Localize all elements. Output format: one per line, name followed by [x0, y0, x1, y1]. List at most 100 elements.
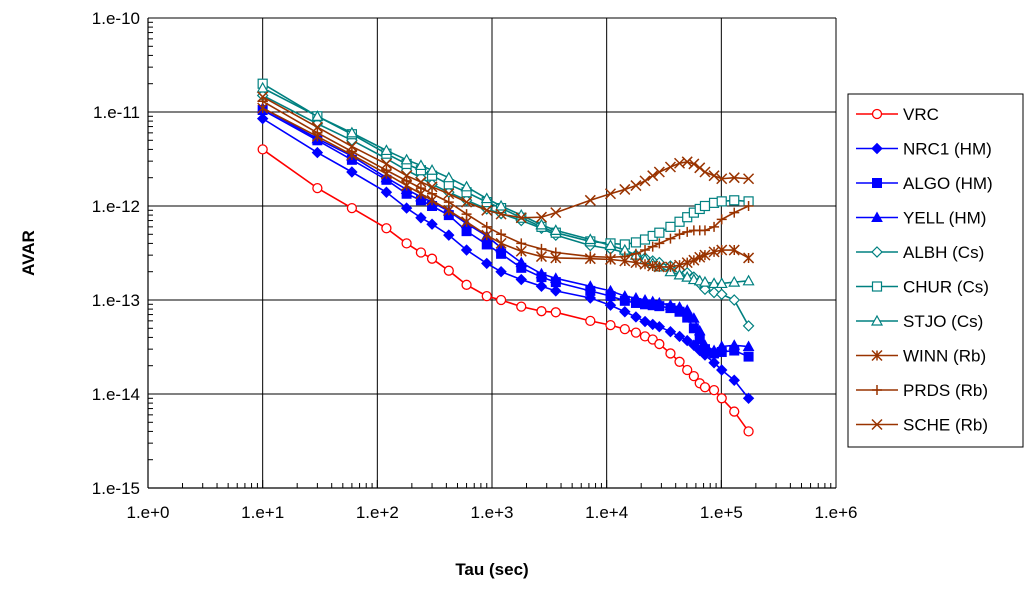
data-point — [715, 288, 728, 301]
data-point — [630, 291, 642, 303]
data-point — [481, 204, 493, 216]
data-point — [630, 257, 642, 269]
series-sche-rb — [257, 91, 755, 224]
data-point — [728, 275, 741, 287]
data-point — [646, 295, 659, 307]
data-point — [743, 201, 754, 211]
legend-item: PRDS (Rb) — [856, 381, 988, 400]
data-point — [415, 176, 427, 188]
data-point — [516, 301, 527, 312]
y-tick-label: 1.e-14 — [92, 385, 140, 404]
data-point — [715, 340, 728, 352]
data-point — [535, 218, 548, 230]
data-point — [709, 221, 720, 232]
x-tick-label: 1.e+4 — [585, 503, 628, 522]
series-vrc — [257, 144, 754, 437]
data-point — [698, 275, 711, 287]
data-point — [743, 252, 755, 264]
data-point — [257, 144, 268, 155]
data-point — [639, 293, 651, 305]
data-point — [681, 156, 693, 168]
data-point — [346, 202, 358, 214]
data-point — [673, 301, 686, 312]
data-point — [699, 225, 710, 236]
data-point — [584, 194, 596, 206]
legend-label: WINN (Rb) — [903, 347, 986, 366]
x-axis-title: Tau (sec) — [455, 560, 528, 579]
data-point — [742, 340, 755, 352]
data-point — [728, 339, 741, 350]
data-point — [664, 261, 676, 273]
data-point — [630, 237, 642, 248]
data-point — [654, 238, 665, 249]
data-point — [584, 280, 597, 291]
legend-item: VRC — [856, 105, 939, 124]
x-tick-label: 1.e+2 — [356, 503, 399, 522]
legend-marker — [871, 211, 883, 222]
series-group — [256, 78, 755, 437]
data-point — [682, 364, 693, 376]
data-point — [550, 207, 562, 219]
legend-label: SCHE (Rb) — [903, 416, 988, 435]
data-point — [729, 195, 740, 206]
data-point — [681, 270, 694, 282]
data-point — [515, 256, 528, 268]
data-point — [460, 180, 473, 192]
data-point — [665, 233, 676, 244]
data-point — [380, 186, 393, 198]
data-point — [415, 247, 427, 258]
data-point — [443, 188, 455, 200]
data-point — [681, 304, 694, 315]
data-point — [585, 251, 596, 262]
legend-label: CHUR (Cs) — [903, 278, 989, 297]
y-tick-label: 1.e-11 — [93, 103, 140, 122]
data-point — [674, 356, 685, 367]
legend-label: ALBH (Cs) — [903, 243, 984, 262]
data-point — [715, 277, 728, 289]
data-point — [550, 285, 562, 297]
data-point — [604, 284, 617, 296]
legend-item: SCHE (Rb) — [856, 416, 988, 435]
data-point — [381, 223, 392, 234]
data-point — [400, 202, 413, 214]
x-tick-label: 1.e+5 — [700, 503, 743, 522]
data-point — [346, 140, 358, 152]
data-point — [461, 196, 473, 208]
data-point — [640, 245, 651, 256]
data-point — [515, 273, 527, 286]
legend-item: STJO (Cs) — [856, 312, 983, 331]
data-point — [442, 171, 455, 183]
x-tick-label: 1.e+0 — [126, 503, 169, 522]
data-point — [535, 280, 548, 292]
data-point — [257, 91, 269, 103]
data-point — [716, 214, 727, 225]
data-point — [415, 212, 427, 224]
legend: VRC NRC1 (HM) ALGO (HM) YELL (HM) ALBH (Cs) C… — [847, 93, 1024, 448]
data-point — [443, 265, 454, 276]
data-point — [495, 208, 507, 220]
data-point — [728, 244, 740, 256]
y-tick-label: 1.e-12 — [92, 197, 140, 216]
data-point — [630, 248, 641, 259]
data-point — [699, 166, 711, 178]
data-point — [619, 306, 631, 318]
data-point — [742, 392, 755, 405]
data-point — [415, 183, 426, 194]
data-point — [585, 315, 596, 327]
data-point — [619, 251, 630, 262]
x-tick-label: 1.e+1 — [241, 503, 284, 522]
legend-marker — [871, 108, 883, 120]
data-point — [728, 374, 740, 386]
data-point — [653, 320, 666, 333]
legend-marker — [872, 178, 882, 188]
data-point — [654, 338, 665, 350]
data-point — [443, 229, 455, 241]
y-axis-title: AVAR — [19, 230, 38, 276]
data-point — [729, 207, 740, 218]
legend-label: YELL (HM) — [903, 209, 986, 228]
data-point — [674, 229, 685, 240]
data-point — [346, 146, 357, 157]
data-point — [426, 253, 438, 264]
data-point — [708, 357, 720, 369]
